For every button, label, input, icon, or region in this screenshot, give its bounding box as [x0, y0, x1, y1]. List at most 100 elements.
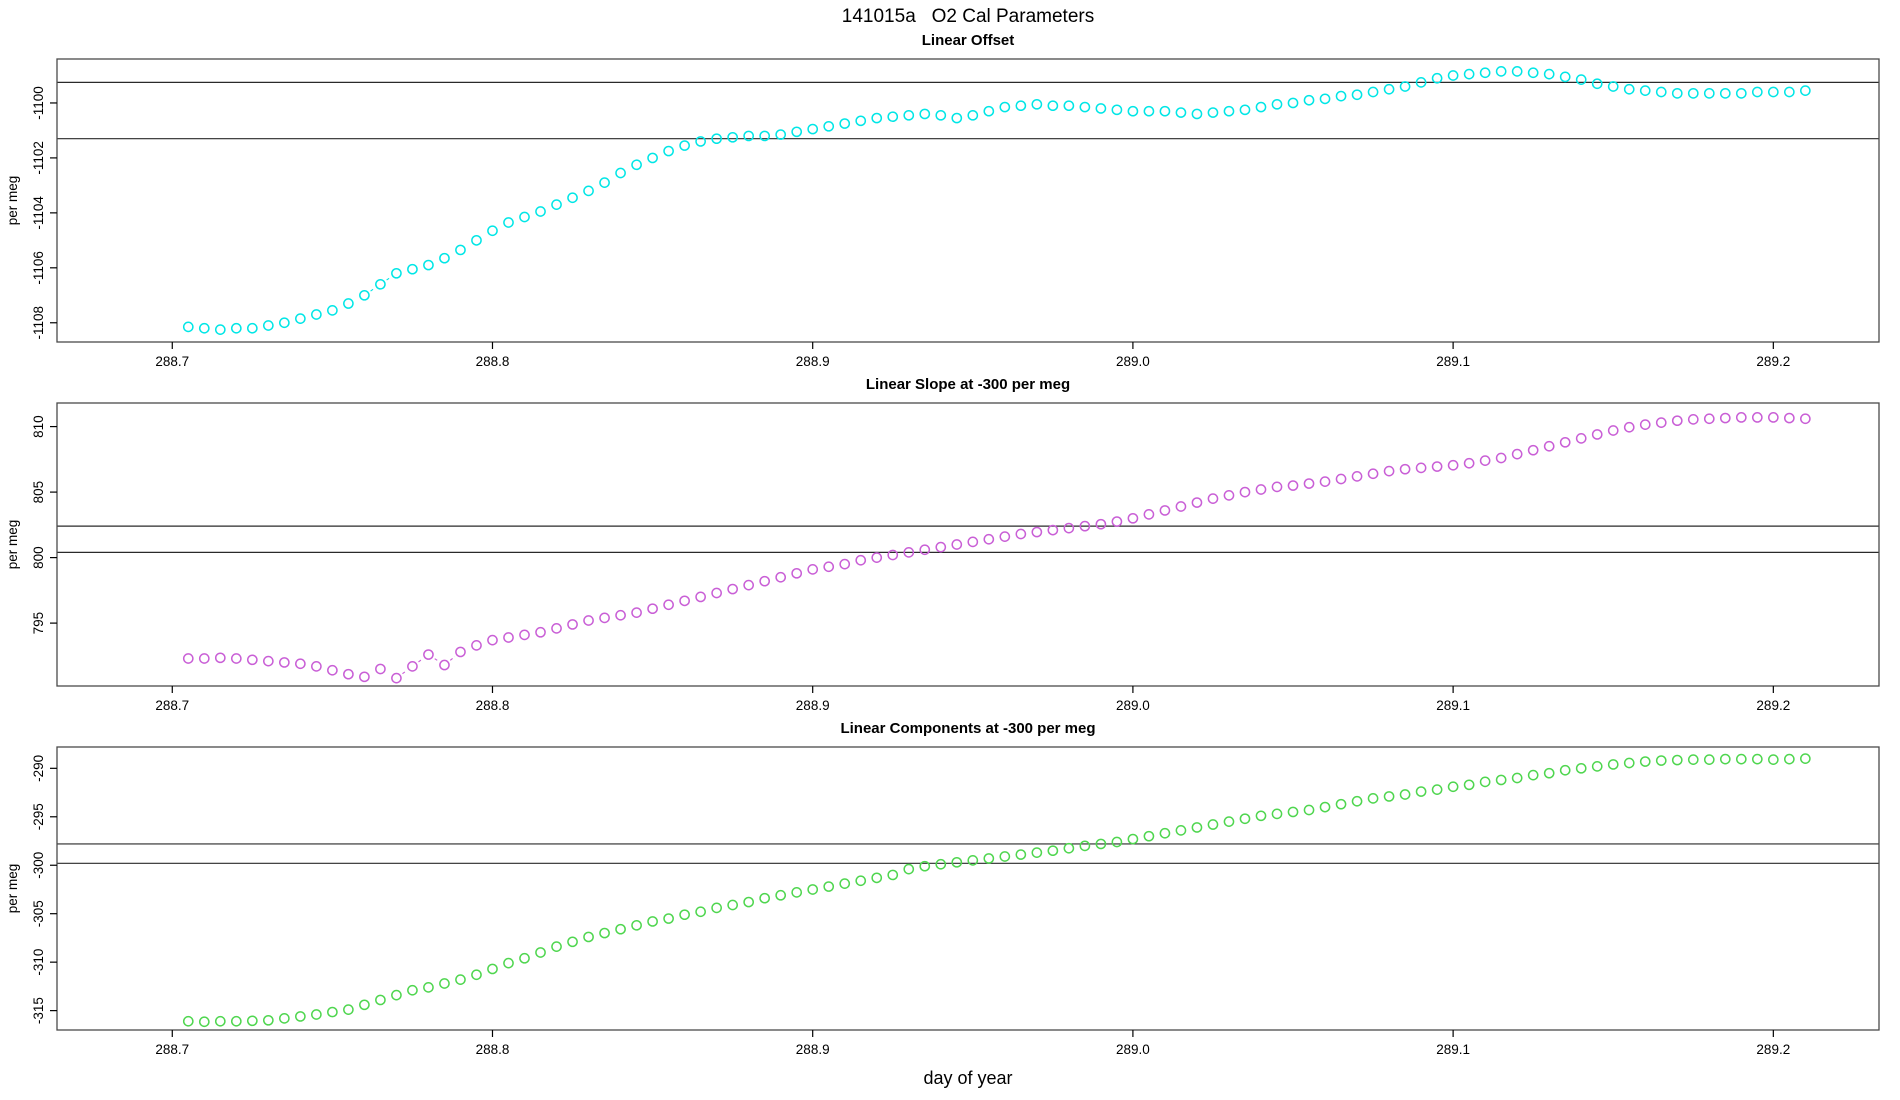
- data-point: [1687, 754, 1699, 765]
- data-point: [1767, 754, 1779, 765]
- data-point: [1191, 497, 1203, 508]
- data-point: [1463, 457, 1475, 469]
- data-point: [1159, 827, 1171, 839]
- data-point: [823, 120, 835, 132]
- data-point: [182, 653, 194, 664]
- data-point: [535, 947, 546, 958]
- data-point: [1479, 455, 1491, 466]
- data-point: [1031, 526, 1043, 538]
- data-point: [375, 278, 386, 290]
- data-point: [503, 632, 514, 643]
- data-point: [903, 109, 915, 121]
- data-point: [535, 206, 546, 217]
- series-connector: [402, 670, 407, 675]
- panel-3-border: [56, 746, 1880, 1031]
- data-point: [1559, 71, 1571, 83]
- data-point: [679, 595, 690, 607]
- x-tick-label: 288.9: [796, 354, 830, 369]
- data-point: [1319, 801, 1331, 813]
- data-point: [999, 851, 1011, 862]
- data-point: [1671, 754, 1683, 766]
- data-point: [823, 881, 835, 892]
- data-point: [727, 131, 738, 143]
- data-point: [519, 211, 530, 223]
- data-point: [1607, 425, 1619, 436]
- data-point: [615, 167, 626, 179]
- data-point: [359, 999, 370, 1011]
- data-point: [1143, 509, 1155, 520]
- data-point: [599, 177, 610, 188]
- data-point: [1191, 108, 1203, 120]
- data-point: [1495, 774, 1507, 786]
- data-point: [903, 863, 915, 875]
- data-point: [246, 654, 258, 666]
- data-point: [1015, 100, 1027, 112]
- data-point: [1095, 518, 1107, 530]
- data-point: [807, 564, 819, 575]
- data-point: [999, 101, 1011, 113]
- data-point: [1687, 414, 1699, 425]
- data-point: [887, 869, 899, 881]
- data-point: [1015, 849, 1027, 860]
- data-point: [311, 660, 322, 672]
- series-connector: [386, 277, 391, 281]
- data-point: [1111, 516, 1123, 527]
- panel-title-linear-offset: Linear Offset: [921, 32, 1015, 49]
- data-point: [903, 547, 915, 558]
- data-point: [1415, 77, 1427, 88]
- data-point: [759, 892, 771, 904]
- data-point: [711, 587, 722, 599]
- data-point: [1207, 107, 1219, 118]
- data-point: [487, 634, 498, 646]
- data-point: [1287, 480, 1299, 491]
- data-point: [198, 322, 210, 334]
- data-point: [1063, 522, 1075, 534]
- series-connector: [418, 658, 423, 663]
- y-tick-label: -1104: [31, 196, 46, 230]
- data-point: [567, 936, 578, 948]
- data-point: [1367, 468, 1379, 480]
- data-point: [1031, 847, 1043, 858]
- data-point: [1447, 459, 1459, 471]
- data-point: [1447, 781, 1459, 793]
- y-tick-label: -310: [31, 949, 46, 976]
- data-point: [230, 653, 242, 664]
- x-tick-label: 288.8: [476, 1042, 510, 1057]
- data-point: [1575, 74, 1587, 85]
- data-point: [182, 321, 194, 333]
- data-point: [1751, 753, 1763, 765]
- data-point: [1607, 81, 1619, 92]
- data-point: [1063, 100, 1075, 112]
- data-point: [1623, 83, 1635, 95]
- x-tick-label: 289.1: [1436, 354, 1470, 369]
- data-point: [1383, 83, 1395, 95]
- data-point: [775, 129, 787, 140]
- data-point: [1495, 452, 1507, 464]
- data-point: [439, 659, 450, 671]
- data-point: [503, 217, 514, 228]
- data-point: [727, 899, 738, 911]
- data-point: [1783, 412, 1795, 424]
- data-point: [887, 549, 899, 561]
- data-point: [583, 185, 594, 197]
- data-point: [567, 192, 578, 204]
- data-point: [1639, 85, 1651, 96]
- data-point: [262, 655, 274, 667]
- data-point: [1143, 830, 1155, 842]
- data-point: [327, 305, 338, 316]
- data-point: [855, 554, 867, 566]
- x-tick-label: 288.7: [155, 1042, 189, 1057]
- data-point: [1671, 87, 1683, 99]
- data-point: [455, 974, 466, 985]
- data-point: [487, 963, 498, 975]
- data-point: [1415, 786, 1427, 797]
- data-point: [967, 855, 979, 866]
- data-point: [823, 561, 835, 573]
- data-point: [919, 544, 931, 556]
- data-point: [1303, 804, 1315, 816]
- data-point: [951, 112, 963, 124]
- data-point: [679, 140, 690, 151]
- data-point: [743, 130, 755, 142]
- data-point: [1223, 105, 1235, 117]
